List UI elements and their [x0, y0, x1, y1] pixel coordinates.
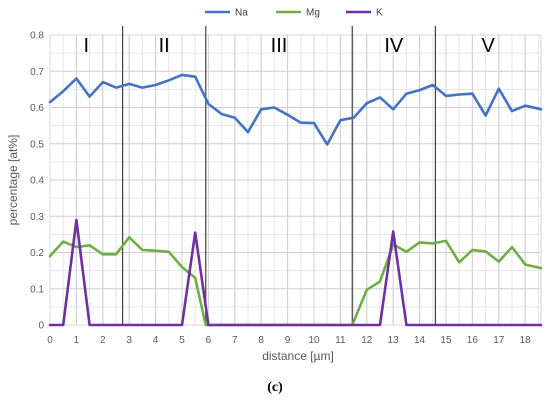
x-tick-label: 10 [308, 335, 320, 346]
x-tick-label: 7 [232, 335, 238, 346]
x-tick-label: 3 [126, 335, 132, 346]
x-tick-label: 14 [414, 335, 426, 346]
y-tick-label: 0.5 [30, 139, 44, 150]
grid [49, 34, 542, 326]
legend-label-k: K [376, 8, 383, 19]
y-tick-label: 0 [38, 321, 44, 332]
x-tick-label: 1 [74, 335, 80, 346]
region-label: III [271, 35, 288, 57]
legend-label-na: Na [235, 8, 248, 19]
legend: Na Mg K [205, 8, 383, 19]
x-tick-label: 13 [388, 335, 400, 346]
y-tick-label: 0.1 [30, 284, 44, 295]
x-tick-label: 17 [493, 335, 505, 346]
figure-caption: (c) [267, 380, 283, 395]
region-label: II [159, 35, 170, 57]
x-tick-label: 18 [520, 335, 532, 346]
x-tick-label: 8 [258, 335, 264, 346]
region-label: V [482, 35, 496, 57]
y-tick-label: 0.3 [30, 212, 44, 223]
y-tick-label: 0.8 [30, 31, 44, 42]
x-tick-label: 16 [467, 335, 479, 346]
series-line-mg [48, 236, 543, 327]
region-label: I [84, 35, 90, 57]
x-tick-label: 11 [335, 335, 346, 346]
x-tick-label: 0 [47, 335, 53, 346]
region-dividers: I II III IV V [84, 26, 496, 325]
y-tick-label: 0.2 [30, 248, 44, 259]
y-tick-label: 0.4 [30, 176, 44, 187]
series-line-na [48, 73, 543, 146]
series-line-k [48, 218, 543, 327]
x-tick-label: 12 [361, 335, 373, 346]
x-tick-label: 15 [440, 335, 452, 346]
legend-label-mg: Mg [306, 8, 320, 19]
x-tick-label: 5 [179, 335, 185, 346]
x-tick-label: 4 [153, 335, 159, 346]
axes: 00.10.20.30.40.50.60.70.80 1 2 3 4 5 6 7 8 9 10 11 1… [30, 31, 531, 347]
x-tick-label: 6 [206, 335, 212, 346]
y-tick-label: 0.6 [30, 103, 44, 114]
y-tick-label: 0.7 [30, 67, 44, 78]
x-tick-label: 9 [285, 335, 291, 346]
x-tick-label: 2 [100, 335, 106, 346]
region-label: IV [384, 35, 404, 57]
x-axis-title: distance [µm] [262, 349, 334, 363]
y-axis-title: percentage [at%] [6, 135, 20, 226]
series-lines [48, 73, 543, 327]
